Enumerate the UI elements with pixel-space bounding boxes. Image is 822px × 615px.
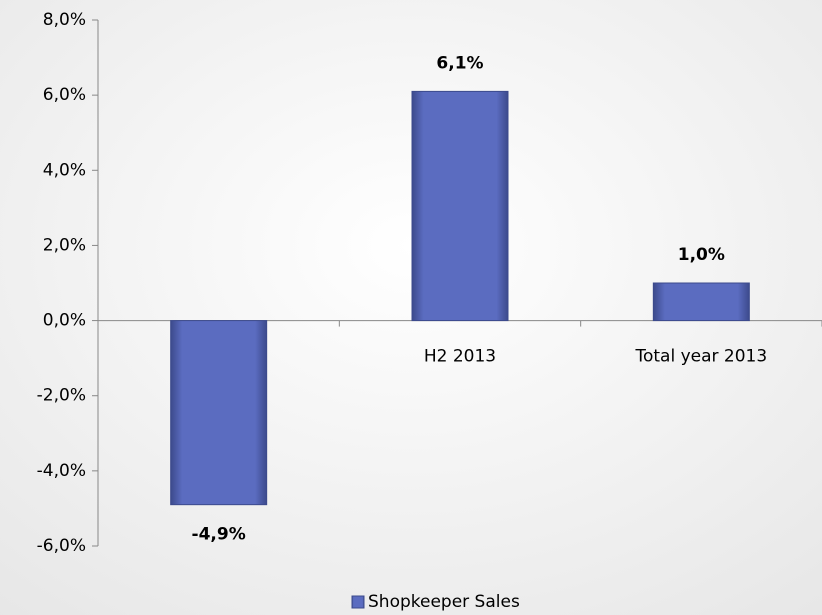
bar <box>170 320 268 506</box>
legend-label: Shopkeeper Sales <box>368 592 520 612</box>
y-tick-label: 6,0% <box>43 85 86 105</box>
y-tick-label: -2,0% <box>37 386 86 406</box>
y-tick-label: -4,0% <box>37 461 86 481</box>
y-tick-label: 2,0% <box>43 235 86 255</box>
legend-swatch <box>351 595 365 609</box>
bar <box>652 282 750 322</box>
x-tick-label: H2 2013 <box>424 347 496 367</box>
y-tick-label: -6,0% <box>37 536 86 556</box>
value-label: 1,0% <box>678 245 725 265</box>
value-label: 6,1% <box>436 53 483 73</box>
bar <box>411 90 509 322</box>
y-tick-label: 0,0% <box>43 311 86 331</box>
y-tick-label: 4,0% <box>43 160 86 180</box>
y-tick-label: 8,0% <box>43 10 86 30</box>
x-tick-label: Total year 2013 <box>634 347 767 367</box>
value-label: -4,9% <box>192 525 246 545</box>
